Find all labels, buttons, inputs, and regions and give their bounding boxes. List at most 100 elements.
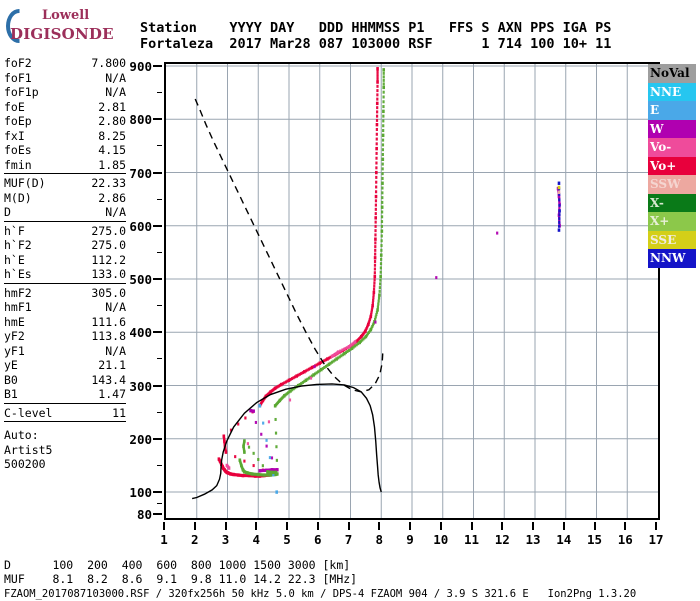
y-axis-minor-tick — [157, 92, 162, 94]
y-axis-tick-200 — [153, 437, 162, 440]
legend-item-x[interactable]: X+ — [648, 212, 696, 231]
x-axis: 1 2 3 4 5 6 7 8 9 10 11 12 13 14 15 16 17 — [150, 522, 680, 548]
param-key: MUF(D) — [4, 176, 46, 190]
x-axis-label-7: 7 — [344, 532, 353, 547]
x-axis-label-5: 5 — [283, 532, 291, 547]
x-axis-label-12: 12 — [494, 532, 510, 547]
param-key: h`F2 — [4, 238, 32, 252]
param-key: hmF2 — [4, 285, 32, 300]
param-key: foEp — [4, 114, 32, 128]
param-row-yf1: yF1 N/A — [4, 344, 126, 359]
param-value: 2.80 — [98, 114, 126, 128]
x-axis-tick-10 — [439, 522, 442, 530]
autoscale-info: Auto: Artist5 500200 — [4, 428, 126, 472]
x-axis-tick-5 — [286, 522, 288, 530]
footer-info: D 100 200 400 600 800 1000 1500 3000 [km… — [4, 558, 636, 601]
param-group-muf: MUF(D) 22.33 M(D) 2.86 D N/A — [4, 176, 126, 222]
param-row-hme: hmE 111.6 — [4, 315, 126, 330]
param-row-fmin: fmin 1.85 — [4, 158, 126, 173]
x-axis-tick-15 — [593, 522, 596, 530]
y-axis-label-600: 600 — [129, 218, 152, 234]
legend-item-ssw[interactable]: SSW — [648, 175, 696, 194]
x-axis-tick-13 — [532, 522, 534, 530]
param-row-md: M(D) 2.86 — [4, 191, 126, 206]
series-2 — [249, 186, 561, 473]
param-key: hmF1 — [4, 300, 32, 314]
param-row-b0: B0 143.4 — [4, 373, 126, 388]
y-axis-tick-600 — [153, 224, 162, 227]
series-10 — [194, 98, 384, 393]
x-axis-label-13: 13 — [525, 532, 541, 547]
legend-item-e[interactable]: E — [648, 101, 696, 120]
legend-item-nnw[interactable]: NNW — [648, 249, 696, 268]
series-5 — [557, 181, 561, 232]
logo-digisonde-text: DIGISONDE — [10, 25, 114, 43]
y-axis-label-300: 300 — [129, 378, 152, 394]
x-axis-tick-7 — [347, 522, 350, 530]
param-key: h`E — [4, 252, 25, 267]
param-row-ye: yE 21.1 — [4, 358, 126, 373]
x-axis-tick-17 — [655, 522, 657, 530]
param-key: foF1 — [4, 70, 32, 85]
param-key: B1 — [4, 387, 18, 401]
footer-distance-row: D 100 200 400 600 800 1000 1500 3000 [km… — [4, 558, 351, 572]
series-3 — [225, 340, 357, 470]
legend-item-noval[interactable]: NoVal — [648, 64, 696, 83]
y-axis-tick-300 — [153, 384, 162, 387]
param-key: yF1 — [4, 343, 25, 358]
legend-item-nne[interactable]: NNE — [648, 82, 696, 101]
param-row-foe: foE 2.81 — [4, 100, 126, 115]
param-row-clevel: C-level 11 — [4, 406, 126, 421]
x-axis-label-17: 17 — [648, 532, 664, 547]
x-axis-label-15: 15 — [586, 532, 603, 547]
legend-item-sse[interactable]: SSE — [648, 230, 696, 249]
legend-item-x[interactable]: X- — [648, 193, 696, 212]
param-row-fxi: fxI 8.25 — [4, 129, 126, 144]
param-value: N/A — [105, 343, 126, 358]
param-value: 1.85 — [98, 157, 126, 172]
y-axis-minor-tick — [157, 251, 162, 253]
param-row-fof2: foF2 7.800 — [4, 56, 126, 71]
auto-name: Artist5 — [4, 442, 53, 457]
y-axis-label-900: 900 — [129, 59, 152, 74]
param-value: 275.0 — [91, 238, 126, 252]
param-key: yF2 — [4, 329, 25, 343]
param-row-foes: foEs 4.15 — [4, 143, 126, 158]
param-value: 2.81 — [98, 99, 126, 114]
param-value: 8.25 — [98, 128, 126, 143]
ionogram-canvas — [166, 64, 658, 518]
param-value: N/A — [105, 85, 126, 99]
param-row-yf2: yF2 113.8 — [4, 329, 126, 344]
param-row-foep: foEp 2.80 — [4, 114, 126, 129]
header-values-row: Fortaleza 2017 Mar28 087 103000 RSF 1 71… — [140, 36, 612, 52]
y-axis-tick-80 — [153, 513, 162, 515]
x-axis-label-14: 14 — [556, 532, 572, 547]
y-axis-tick-900 — [153, 65, 162, 67]
x-axis-tick-9 — [409, 522, 411, 530]
legend-item-vo[interactable]: Vo- — [648, 138, 696, 157]
y-axis-tick-100 — [153, 491, 162, 493]
param-value: N/A — [105, 70, 126, 85]
param-key: yE — [4, 358, 18, 372]
x-axis-tick-11 — [470, 522, 473, 530]
lowell-digisonde-logo: Lowell DIGISONDE — [4, 4, 116, 50]
footer-muf-row: MUF 8.1 8.2 8.6 9.1 9.8 11.0 14.2 22.3 [… — [4, 572, 358, 586]
y-axis-tick-700 — [153, 171, 162, 174]
x-axis-label-9: 9 — [406, 532, 414, 547]
legend-item-w[interactable]: W — [648, 119, 696, 138]
param-value: 133.0 — [91, 267, 126, 281]
x-axis-tick-12 — [501, 522, 504, 530]
param-value: 112.2 — [91, 252, 126, 267]
param-row-he: h`E 112.2 — [4, 253, 126, 268]
y-axis-minor-tick — [157, 198, 162, 200]
x-axis-label-3: 3 — [221, 532, 230, 547]
ionogram-plot-area[interactable] — [164, 62, 660, 520]
param-value: 305.0 — [91, 285, 126, 300]
x-axis-tick-2 — [193, 522, 196, 530]
x-axis-label-1: 1 — [160, 532, 168, 547]
param-group-virtual-heights: h`F 275.0 h`F2 275.0 h`E 112.2 h`Es 133.0 — [4, 224, 126, 284]
x-axis-tick-1 — [163, 522, 165, 530]
header-labels-row: Station YYYY DAY DDD HHMMSS P1 FFS S AXN… — [140, 20, 612, 36]
param-row-b1: B1 1.47 — [4, 387, 126, 402]
legend-item-vo[interactable]: Vo+ — [648, 156, 696, 175]
